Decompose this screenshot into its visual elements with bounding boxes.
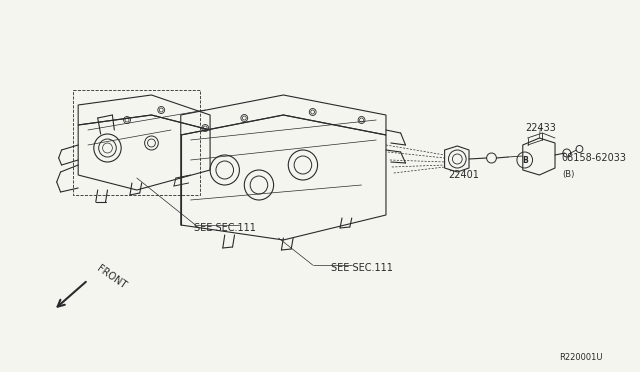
Text: SEE SEC.111: SEE SEC.111 <box>331 263 392 273</box>
Text: SEE SEC.111: SEE SEC.111 <box>194 223 256 233</box>
Text: FRONT: FRONT <box>95 263 128 291</box>
Text: 22401: 22401 <box>449 170 479 180</box>
Text: (B): (B) <box>562 170 574 179</box>
Text: 22433: 22433 <box>525 123 556 133</box>
Text: 08158-62033: 08158-62033 <box>562 153 627 163</box>
Text: B: B <box>522 155 527 164</box>
Text: R220001U: R220001U <box>559 353 602 362</box>
